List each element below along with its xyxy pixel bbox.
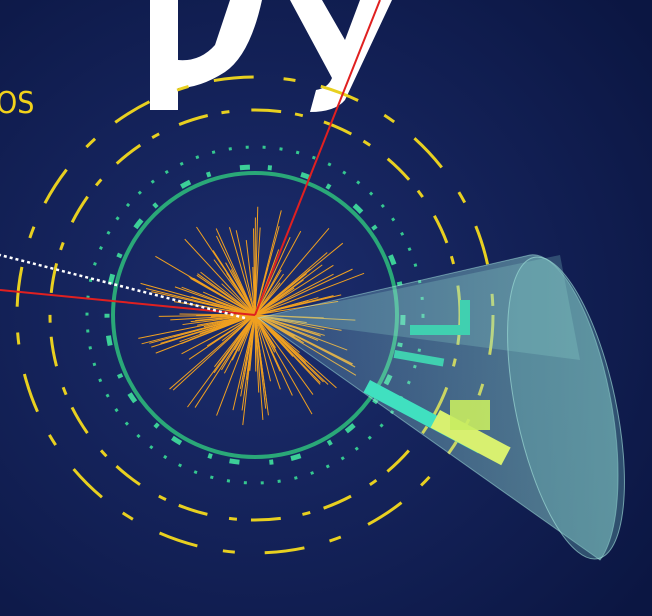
track	[254, 273, 334, 316]
track	[254, 314, 314, 395]
track	[216, 314, 256, 416]
track	[155, 255, 256, 316]
track-line	[0, 289, 256, 316]
track	[202, 291, 256, 316]
track	[254, 314, 307, 363]
track	[230, 269, 256, 316]
track	[228, 227, 256, 316]
track	[200, 271, 256, 316]
track	[254, 268, 353, 316]
track	[254, 314, 267, 401]
track	[254, 314, 293, 396]
jet-cone-end	[507, 256, 625, 560]
track	[240, 314, 256, 397]
track	[254, 264, 323, 316]
track	[151, 314, 256, 348]
track	[254, 314, 321, 384]
track	[212, 303, 256, 316]
track	[254, 314, 276, 348]
track	[254, 273, 307, 316]
energy-deposits	[363, 300, 511, 466]
track	[254, 264, 334, 316]
track	[235, 230, 256, 316]
track	[232, 314, 256, 411]
track	[254, 206, 259, 316]
jet-cone	[256, 254, 619, 561]
track	[245, 240, 256, 316]
track	[254, 282, 281, 316]
track	[246, 314, 256, 380]
track	[221, 283, 256, 316]
track	[184, 238, 256, 316]
track	[215, 228, 256, 316]
heading-fragment	[150, 0, 392, 112]
track	[140, 282, 256, 316]
track	[181, 314, 256, 355]
track	[254, 272, 365, 316]
track	[169, 314, 256, 390]
track	[254, 287, 295, 316]
track	[173, 314, 256, 338]
track	[190, 314, 256, 323]
track	[211, 314, 256, 332]
track	[196, 274, 256, 316]
track	[179, 313, 256, 316]
track	[254, 314, 260, 393]
track	[231, 314, 256, 361]
track	[254, 230, 302, 316]
track	[172, 314, 256, 391]
missing-energy	[0, 253, 246, 320]
track	[221, 314, 256, 371]
corner-text: OS	[0, 86, 34, 121]
track	[254, 314, 272, 382]
track	[226, 272, 256, 316]
track	[254, 294, 342, 316]
track	[254, 227, 330, 316]
jet-cone	[258, 255, 580, 360]
track	[203, 314, 256, 328]
track-line	[254, 0, 381, 316]
track	[254, 314, 281, 390]
track	[254, 225, 280, 316]
track	[174, 286, 256, 316]
track	[187, 314, 256, 408]
track	[206, 314, 256, 347]
